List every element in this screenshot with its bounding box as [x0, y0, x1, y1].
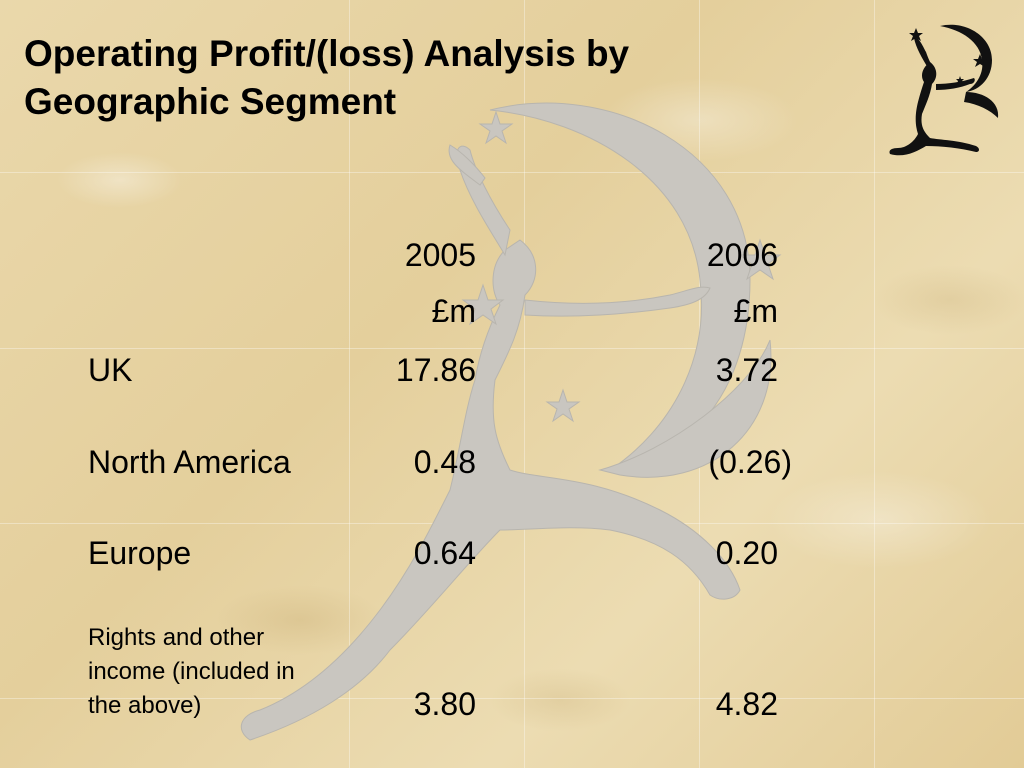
column-header-year: 2005: [404, 237, 476, 273]
table-cell: 0.64: [413, 535, 476, 571]
row-label: North America: [88, 444, 291, 480]
row-label: UK: [88, 352, 133, 388]
grid-line: [874, 0, 875, 768]
row-label: Europe: [88, 535, 192, 571]
column-header-unit: £m: [431, 293, 476, 329]
leaping-figure-moon-watermark-icon: [240, 102, 782, 741]
column-header-unit: £m: [733, 293, 778, 329]
grid-line: [0, 172, 1024, 173]
row-label-line: the above): [88, 692, 202, 719]
table-cell: 3.72: [715, 352, 778, 388]
table-cell: 17.86: [395, 352, 476, 388]
grid-line: [349, 0, 350, 768]
table-cell: 0.20: [715, 535, 778, 571]
table-cell: 0.48: [413, 444, 476, 480]
table-cell: 3.80: [413, 686, 476, 722]
row-label-line: income (included in: [88, 658, 295, 685]
row-label: Rights and other income (included in the…: [88, 621, 348, 723]
leaping-figure-moon-logo-icon: [889, 24, 999, 156]
title-line-1: Operating Profit/(loss) Analysis by: [24, 33, 630, 74]
grid-line: [0, 698, 1024, 699]
table-cell: (0.26): [708, 444, 792, 480]
row-label-line: Rights and other: [88, 624, 265, 651]
table-cell: 4.82: [715, 686, 778, 722]
title-line-2: Geographic Segment: [24, 81, 397, 122]
page-title: Operating Profit/(loss) Analysis by Geog…: [24, 30, 824, 126]
grid-line: [0, 348, 1024, 349]
column-header-year: 2006: [706, 237, 778, 273]
grid-line: [524, 0, 525, 768]
